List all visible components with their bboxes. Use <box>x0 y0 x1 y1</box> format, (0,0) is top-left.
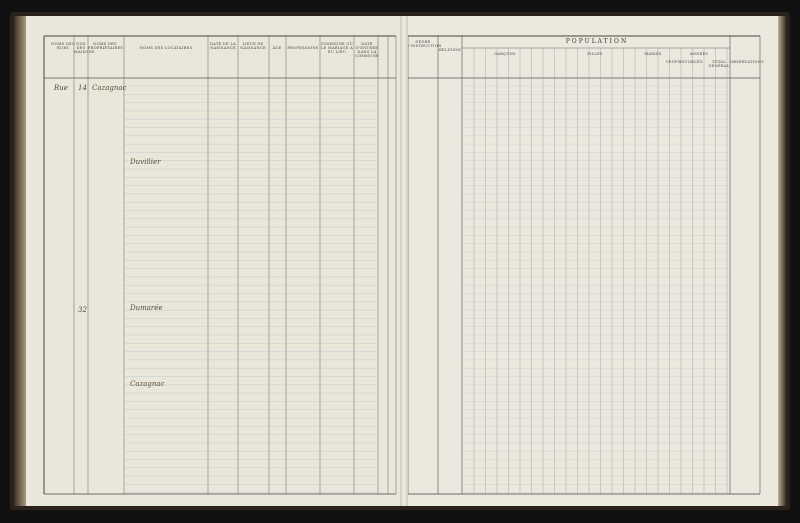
entry-owner: Cazagnac <box>92 84 127 92</box>
entry-tenant: Cazagnac <box>130 380 165 388</box>
book-edge-left <box>14 16 28 506</box>
header-streets: Noms des rues <box>51 42 75 50</box>
header-owners: Noms des propriétaires <box>88 42 124 50</box>
header-professions: Professions <box>287 46 319 50</box>
header-tenants: Noms des locataires <box>139 46 193 50</box>
header-population: POPULATION <box>565 38 629 45</box>
entry-street: Rue <box>54 84 68 92</box>
header-boys: Garçons <box>494 52 516 56</box>
header-divorced: Divorcés <box>680 60 703 64</box>
right-page: Degré d'instruction Religion POPULATION … <box>404 16 780 506</box>
header-girls: Filles <box>587 52 603 56</box>
header-marriage-commune: Commune où le mariage a eu lieu <box>321 42 353 54</box>
header-entry-date: Date d'entrée dans la commune <box>355 42 379 58</box>
header-total: Total général <box>708 60 730 68</box>
header-age: Âge <box>272 46 282 50</box>
entry-tenant: Duvillier <box>130 158 161 166</box>
header-observations: Observations <box>730 60 764 64</box>
book-spine <box>400 16 408 506</box>
header-religion: Religion <box>439 48 461 52</box>
header-birth-place: Lieux de naissance <box>240 42 266 50</box>
header-instruction: Degré d'instruction <box>406 40 442 48</box>
entry-tenant: Dumarée <box>130 304 163 312</box>
header-married: Mariés <box>644 52 662 56</box>
left-page: Noms des rues Nos des maisons Noms des p… <box>26 16 404 506</box>
entry-number: 14 <box>78 84 87 92</box>
header-widowed: Veufs <box>666 60 681 64</box>
left-page-grid <box>43 35 397 495</box>
header-house-numbers: Nos des maisons <box>74 42 95 54</box>
right-page-grid <box>407 35 761 495</box>
book-edge-right <box>778 16 786 506</box>
header-birth-date: Date de la naissance <box>209 42 237 50</box>
header-years: Années <box>689 52 709 56</box>
entry-number: 32 <box>78 306 87 314</box>
